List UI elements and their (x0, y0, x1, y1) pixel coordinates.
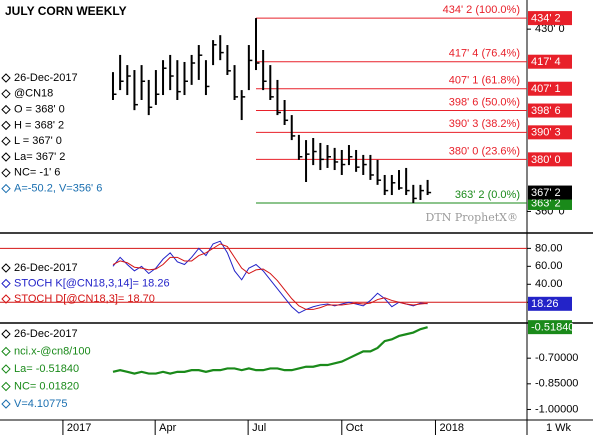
level-tag: 380' 0 (531, 154, 561, 166)
level-tag: 390' 3 (531, 127, 561, 139)
info-marker (1, 381, 11, 392)
level-tag-box (528, 54, 572, 69)
chart-title: JULY CORN WEEKLY (5, 4, 127, 18)
y-tick-label: 430' 0 (535, 23, 565, 35)
series-line (112, 240, 428, 314)
info-marker (1, 183, 11, 194)
info-text: V=4.10775 (14, 398, 68, 410)
series-line (112, 243, 428, 310)
y-tick-label: 40.00 (535, 278, 563, 290)
y-tick-label: -0.85000 (535, 378, 578, 390)
info-marker (1, 399, 11, 409)
level-label: 417' 4 (76.4%) (449, 48, 520, 60)
info-text: NC= -1' 6 (14, 167, 60, 179)
last-value-tag: 18.26 (531, 298, 559, 310)
last-value-tag-box (528, 320, 572, 335)
level-label: 398' 6 (50.0%) (449, 96, 520, 108)
level-label: 363' 2 (0.0%) (455, 189, 520, 201)
series-line (112, 326, 428, 375)
watermark: DTN ProphetX® (426, 211, 518, 224)
x-tick-label: 2018 (439, 422, 463, 434)
x-tick-label: Jul (252, 422, 266, 434)
x-tick-label: 2017 (67, 422, 91, 434)
x-tick-label: Apr (159, 422, 176, 434)
level-tag: 363' 2 (531, 197, 561, 209)
info-marker (1, 73, 11, 83)
legend-entry: STOCH D[@CN18,3]= 18.70 (14, 293, 155, 305)
level-label: 380' 0 (23.6%) (449, 145, 520, 157)
legend-entry: nci.x-@cn8/100 (14, 345, 91, 357)
level-label: 390' 3 (38.2%) (449, 118, 520, 130)
level-tag: 407' 1 (531, 83, 561, 95)
info-marker (1, 168, 11, 178)
info-text: La= 367' 2 (14, 151, 65, 163)
info-text: NC= 0.01820 (14, 380, 79, 392)
level-tag: 398' 6 (531, 105, 561, 117)
info-text: H = 368' 2 (14, 119, 64, 131)
y-tick-label: 60.00 (535, 260, 563, 272)
last-value-tag: 367' 2 (531, 187, 561, 199)
info-text: 26-Dec-2017 (14, 72, 78, 84)
last-value-tag: -0.51840 (531, 322, 574, 334)
info-text: O = 368' 0 (14, 104, 65, 116)
info-text: A=-50.2, V=356' 6 (14, 183, 102, 195)
info-text: La= -0.51840 (14, 363, 79, 375)
y-tick-label: 80.00 (535, 242, 563, 254)
y-tick-label: -0.70000 (535, 352, 578, 364)
info-marker (1, 136, 11, 146)
info-marker (1, 278, 11, 289)
level-tag-box (528, 152, 572, 167)
info-text: 26-Dec-2017 (14, 328, 78, 340)
level-tag-box (528, 103, 572, 118)
info-text: L = 367' 0 (14, 135, 62, 147)
x-tick-label: Oct (346, 422, 363, 434)
level-tag: 434' 2 (531, 13, 561, 25)
info-marker (1, 364, 11, 374)
last-value-tag-box (528, 185, 572, 200)
info-text: 26-Dec-2017 (14, 262, 78, 274)
level-tag-box (528, 125, 572, 140)
level-tag-box (528, 11, 572, 26)
info-marker (1, 294, 11, 304)
last-value-tag-box (528, 296, 572, 311)
level-tag-box (528, 81, 572, 96)
info-marker (1, 152, 11, 162)
info-marker (1, 329, 11, 339)
x-unit-label: 1 Wk (546, 422, 572, 434)
level-label: 407' 1 (61.8%) (449, 75, 520, 87)
info-marker (1, 89, 11, 99)
level-tag: 417' 4 (531, 56, 561, 68)
info-marker (1, 346, 11, 357)
info-marker (1, 104, 11, 115)
legend-entry: STOCH K[@CN18,3,14]= 18.26 (14, 277, 170, 289)
level-label: 434' 2 (100.0%) (443, 4, 520, 16)
info-marker (1, 263, 11, 273)
y-tick-label: -1.00000 (535, 403, 578, 415)
info-text: @CN18 (14, 88, 53, 100)
info-marker (1, 120, 11, 131)
